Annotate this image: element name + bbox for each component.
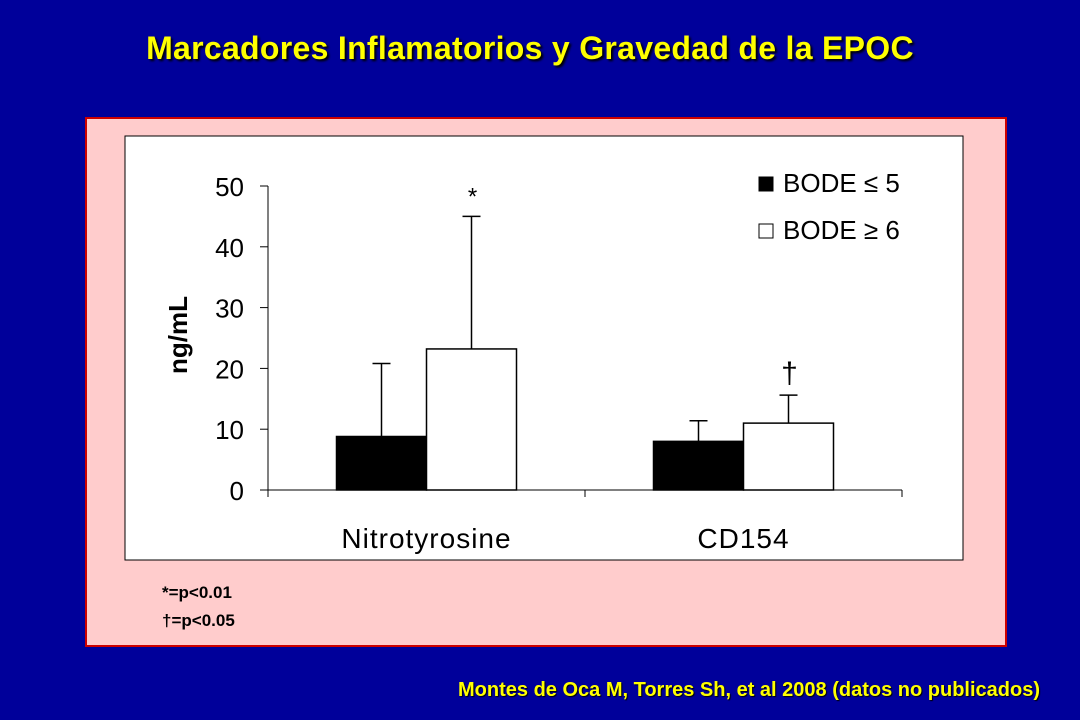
error-bars (372, 215, 798, 442)
y-axis-title: ng/mL (163, 296, 193, 374)
chart-panel: ng/mL 0 10 20 30 40 50 * Nitrotyrosine † CD154 BO… (85, 117, 1007, 647)
slide-title: Marcadores Inflamatorios y Gravedad de l… (146, 30, 914, 66)
significance-mark: † (781, 357, 798, 390)
legend: BODE ≤ 5 BODE ≥ 6 (758, 168, 900, 245)
y-tick-label: 20 (215, 354, 244, 384)
footnote-star: *=p<0.01 (162, 583, 232, 602)
bar (425, 348, 518, 491)
labels: 0 10 20 30 40 50 * Nitrotyrosine † CD154 (215, 172, 798, 554)
plot-area-frame (124, 135, 964, 561)
bar (652, 440, 745, 491)
y-tick-label: 30 (215, 294, 244, 324)
legend-label: BODE ≥ 6 (783, 215, 900, 245)
y-tick-label: 0 (230, 476, 244, 506)
legend-swatch (758, 223, 774, 239)
x-category-label: CD154 (697, 523, 789, 554)
x-category-label: Nitrotyrosine (341, 523, 511, 554)
footnote-dagger: †=p<0.05 (162, 611, 235, 630)
legend-swatch (758, 176, 774, 192)
bar-chart: ng/mL 0 10 20 30 40 50 * Nitrotyrosine † CD154 BO… (124, 135, 964, 561)
source-citation: Montes de Oca M, Torres Sh, et al 2008 (… (458, 679, 1040, 701)
legend-label: BODE ≤ 5 (783, 168, 900, 198)
significance-mark: * (468, 183, 477, 210)
y-tick-label: 40 (215, 233, 244, 263)
y-tick-label: 10 (215, 415, 244, 445)
bar (335, 435, 428, 491)
y-tick-label: 50 (215, 172, 244, 202)
bars (335, 348, 835, 491)
bar (742, 422, 835, 491)
